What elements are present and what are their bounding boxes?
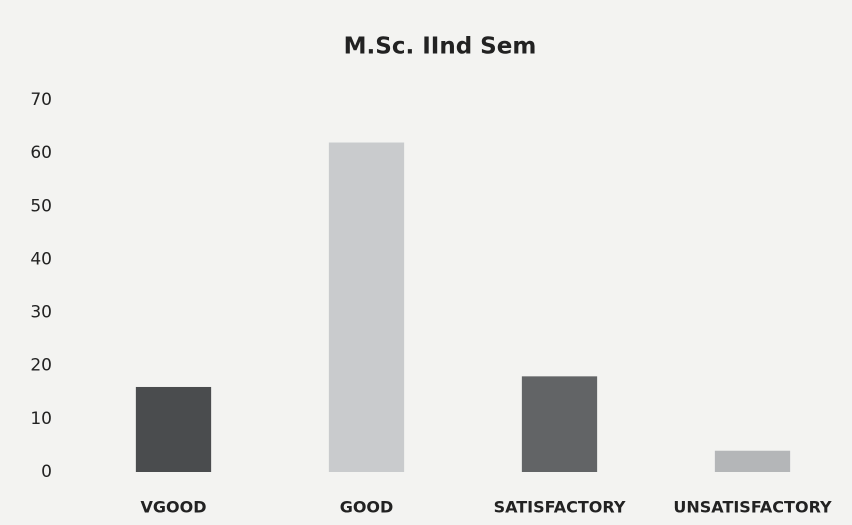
y-tick-label: 70 [30,90,52,110]
y-tick-label: 0 [41,462,52,482]
y-tick-label: 30 [30,303,52,323]
y-tick-label: 20 [30,356,52,376]
bar [521,376,598,472]
y-tick-label: 10 [30,409,52,429]
x-tick-label: VGOOD [141,498,207,517]
bar [328,142,405,472]
chart-title: M.Sc. IInd Sem [344,34,537,60]
y-tick-label: 60 [30,143,52,163]
y-tick-label: 40 [30,249,52,269]
y-tick-label: 50 [30,196,52,216]
x-tick-label: GOOD [340,498,394,517]
x-tick-label: UNSATISFACTORY [673,498,832,517]
bar [135,386,212,472]
x-tick-label: SATISFACTORY [494,498,626,517]
bar [714,450,791,472]
